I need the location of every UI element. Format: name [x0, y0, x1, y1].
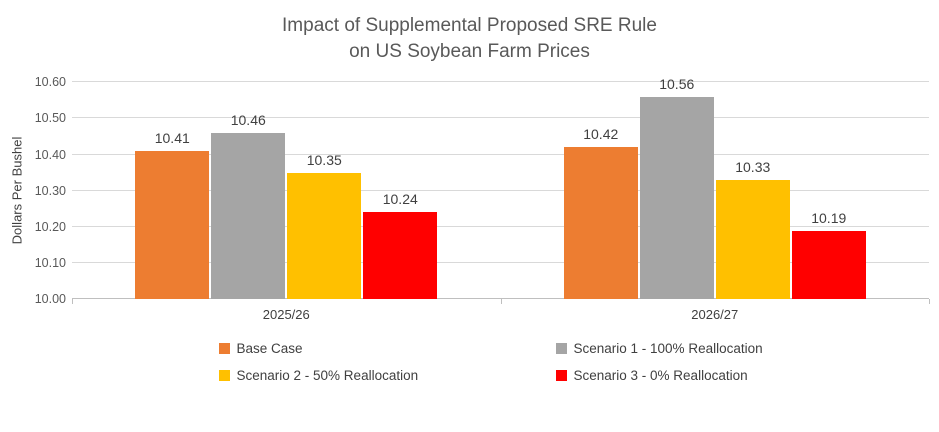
- bar: 10.46: [211, 112, 286, 300]
- x-axis-tick: [72, 299, 73, 305]
- y-tick-label: 10.40: [34, 147, 66, 162]
- gridline: [72, 225, 929, 227]
- y-axis-title-wrap: Dollars Per Bushel: [6, 82, 28, 299]
- x-axis: 2025/26 2026/27: [72, 299, 930, 323]
- bar-value-label: 10.41: [154, 130, 190, 146]
- x-axis-tick: [500, 299, 502, 305]
- bar-group-2025-26: 10.41 10.46 10.35 10.24: [72, 82, 501, 300]
- legend-swatch: [218, 343, 230, 355]
- bar: 10.33: [715, 159, 790, 300]
- bar: 10.42: [563, 126, 638, 300]
- plot-area: 10.41 10.46 10.35 10.24 10.42 10.56 10.33 10.19: [72, 76, 930, 300]
- gridline: [72, 81, 929, 83]
- chart-title-line1: Impact of Supplemental Proposed SRE Rule: [282, 15, 657, 36]
- chart-body: Dollars Per Bushel 10.00 10.10 10.20 10.30 1…: [6, 75, 930, 323]
- category-label: 2026/27: [691, 307, 739, 323]
- y-tick-label: 10.20: [34, 219, 66, 234]
- bar-value-label: 10.56: [659, 75, 695, 92]
- y-tick-label: 10.60: [34, 75, 66, 90]
- legend-swatch: [555, 370, 567, 382]
- legend-item: Scenario 3 - 0% Reallocation: [470, 368, 807, 383]
- bar: 10.56: [639, 76, 714, 300]
- chart-title-line2: on US Soybean Farm Prices: [349, 40, 590, 62]
- x-axis-tick: [929, 299, 930, 305]
- category-label: 2025/26: [262, 307, 310, 323]
- bar: 10.24: [363, 191, 438, 300]
- legend: Base Case Scenario 1 - 100% Reallocation S…: [0, 341, 939, 383]
- gridline: [72, 117, 929, 119]
- legend-label: Scenario 1 - 100% Reallocation: [573, 341, 763, 357]
- y-tick-label: 10.30: [34, 183, 66, 198]
- bar-value-label: 10.46: [230, 111, 266, 128]
- gridline: [72, 189, 929, 191]
- bar-value-label: 10.24: [382, 191, 418, 208]
- plot-wrap: 10.41 10.46 10.35 10.24 10.42 10.56 10.33 10.19…: [72, 76, 930, 323]
- y-axis-ticks: 10.00 10.10 10.20 10.30 10.40 10.50 10.60: [28, 75, 72, 306]
- bar-value-label: 10.19: [811, 209, 847, 226]
- bar-groups: 10.41 10.46 10.35 10.24 10.42 10.56 10.33 10.19: [72, 76, 930, 300]
- y-tick-label: 10.50: [34, 111, 66, 126]
- bar-group-2026-27: 10.42 10.56 10.33 10.19: [501, 76, 930, 300]
- y-axis-title: Dollars Per Bushel: [9, 136, 25, 245]
- gridline: [72, 262, 929, 264]
- y-tick-label: 10.10: [34, 256, 66, 271]
- bar: 10.41: [135, 130, 210, 300]
- gridline: [72, 153, 929, 155]
- bar-value-label: 10.35: [306, 151, 342, 168]
- y-tick-label: 10.00: [34, 292, 66, 307]
- x-axis-line: [72, 298, 929, 300]
- legend-item: Scenario 2 - 50% Reallocation: [133, 368, 470, 383]
- bar-value-label: 10.33: [735, 158, 771, 175]
- bar: 10.35: [287, 152, 362, 300]
- legend-item: Scenario 1 - 100% Reallocation: [470, 341, 807, 356]
- legend-swatch: [555, 343, 567, 355]
- chart-title: Impact of Supplemental Proposed SRE Rule…: [0, 0, 939, 64]
- legend-label: Scenario 2 - 50% Reallocation: [236, 368, 419, 384]
- legend-label: Scenario 3 - 0% Reallocation: [573, 368, 748, 384]
- bar: 10.19: [791, 210, 866, 300]
- legend-item: Base Case: [133, 341, 470, 356]
- legend-swatch: [218, 370, 230, 382]
- bar-value-label: 10.42: [583, 126, 619, 143]
- legend-label: Base Case: [236, 341, 303, 357]
